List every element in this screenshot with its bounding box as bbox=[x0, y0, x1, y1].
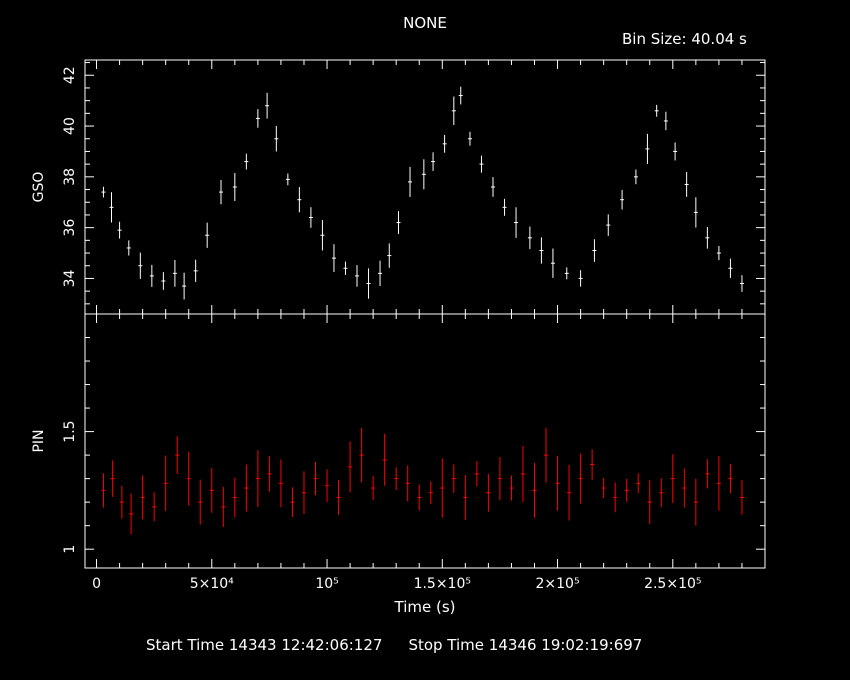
x-tick-label: 5×10⁴ bbox=[190, 576, 234, 592]
x-tick-label: 0 bbox=[92, 576, 101, 592]
y-axis-label-top: GSO bbox=[31, 172, 47, 203]
y-axis-label-bottom: PIN bbox=[31, 429, 47, 452]
time-range-footer: Start Time 14343 12:42:06:127 Stop Time 1… bbox=[146, 636, 642, 654]
y-tick-label: 42 bbox=[62, 66, 78, 84]
x-tick-label: 1.5×10⁵ bbox=[414, 576, 471, 592]
y-tick-label: 36 bbox=[62, 219, 78, 237]
x-tick-label: 10⁵ bbox=[315, 576, 338, 592]
x-tick-label: 2×10⁵ bbox=[536, 576, 580, 592]
y-tick-label: 1.5 bbox=[62, 420, 78, 442]
x-axis-label: Time (s) bbox=[394, 598, 456, 616]
stop-time-label: Stop Time 14346 19:02:19:697 bbox=[408, 636, 643, 654]
plot-title: NONE bbox=[403, 14, 447, 32]
panel-frame-bottom bbox=[84, 313, 766, 569]
y-tick-label: 1 bbox=[62, 545, 78, 554]
bin-size-label: Bin Size: 40.04 s bbox=[622, 30, 747, 48]
panel-frame-top bbox=[84, 59, 766, 315]
y-tick-label: 38 bbox=[62, 168, 78, 186]
x-tick-label: 2.5×10⁵ bbox=[644, 576, 701, 592]
start-time-label: Start Time 14343 12:42:06:127 bbox=[146, 636, 383, 654]
y-tick-label: 34 bbox=[62, 269, 78, 287]
y-tick-label: 40 bbox=[62, 117, 78, 135]
